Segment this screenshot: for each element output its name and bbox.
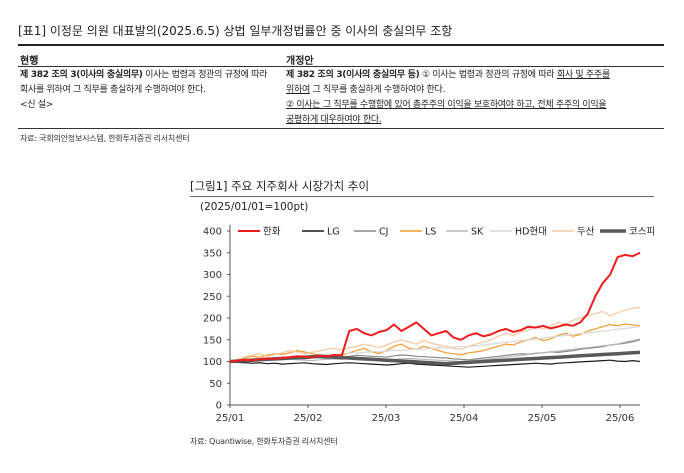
figure-title: [그림1] 주요 지주회사 시장가치 추이 <box>190 179 370 193</box>
current-provision-cell: 제 382 조의 3(이사의 충실의무) 이사는 법령과 정관의 규정에 따라 … <box>20 68 267 113</box>
amended-line-1-underlined: 회사 및 주주를 <box>556 70 610 80</box>
series-line-4 <box>229 338 641 363</box>
current-line-2: 회사를 위하여 그 직무를 충실하게 수행하여야 한다. <box>20 85 206 95</box>
amended-line-2-underlined: 위하여 <box>286 85 310 95</box>
chart-series-group <box>229 251 641 368</box>
amended-line-3-underlined: ② 이사는 그 직무를 수행함에 있어 총주주의 이익을 보호하여야 하고, 전… <box>286 100 607 110</box>
y-tick-label: 200 <box>203 314 222 325</box>
table-title: [표1] 이정문 의원 대표발의(2025.6.5) 상법 일부개정법률안 중 … <box>18 24 453 38</box>
current-line-1: 이사는 법령과 정관의 규정에 따라 <box>142 70 268 80</box>
y-axis: 0 50 100 150 200 250 300 350 400 <box>203 225 231 412</box>
current-article-heading: 제 382 조의 3(이사의 충실의무) <box>20 70 143 80</box>
legend-label: LS <box>425 227 436 238</box>
figure-subtitle: (2025/01/01=100pt) <box>200 201 309 213</box>
current-line-3: <신 설> <box>20 100 54 110</box>
legend-label: 코스피 <box>629 227 655 238</box>
table-header-rule <box>18 66 664 67</box>
y-tick-label: 300 <box>203 270 222 281</box>
series-line-6 <box>229 306 641 363</box>
amended-line-2-rest: 그 직무를 충실하게 수행하여야 한다. <box>309 85 446 95</box>
y-tick-label: 50 <box>209 379 222 390</box>
table-top-rule <box>18 44 664 46</box>
amended-provision-cell: 제 382 조의 3(이사의 충실의무 등) ① 이사는 법령과 정관의 규정에… <box>286 68 610 128</box>
series-line-3 <box>229 323 641 363</box>
series-line-0 <box>229 251 641 363</box>
figure-source-note: 자료: Quantiwise, 한화투자증권 리서치센터 <box>190 437 338 446</box>
legend-label: HD현대 <box>515 227 547 238</box>
y-tick-label: 0 <box>216 401 222 412</box>
legend-label: LG <box>327 227 340 238</box>
market-value-line-chart: 한화 LG CJ LS SK HD현대 두산 코스피 0 50 100 150 200 250 300 35… <box>203 225 655 424</box>
figure-title-rule <box>190 196 654 197</box>
x-tick-label: 25/04 <box>450 413 479 424</box>
table-bottom-rule <box>18 128 664 129</box>
legend-label: CJ <box>379 227 388 238</box>
legend-label: SK <box>471 227 484 238</box>
x-tick-label: 25/06 <box>606 413 635 424</box>
amended-article-heading: 제 382 조의 3(이사의 충실의무 등) <box>286 70 420 80</box>
series-line-7 <box>229 350 641 366</box>
y-tick-label: 400 <box>203 227 222 238</box>
column-header-amendment: 개정안 <box>286 56 314 67</box>
amended-line-4-underlined: 공평하게 대우하여야 한다. <box>286 115 382 125</box>
x-tick-label: 25/01 <box>216 413 245 424</box>
x-tick-label: 25/03 <box>372 413 401 424</box>
y-tick-label: 250 <box>203 292 222 303</box>
series-line-1 <box>229 359 641 368</box>
legend-label: 두산 <box>577 227 595 238</box>
x-tick-label: 25/02 <box>294 413 323 424</box>
y-tick-label: 100 <box>203 357 222 368</box>
legend-label: 한화 <box>263 227 281 238</box>
x-axis: 25/01 25/02 25/03 25/04 25/05 25/06 <box>216 404 640 424</box>
x-tick-label: 25/05 <box>528 413 557 424</box>
y-tick-label: 350 <box>203 248 222 259</box>
amended-line-1a: ① 이사는 법령과 정관의 규정에 따라 <box>419 70 557 80</box>
column-header-current: 현행 <box>20 56 39 67</box>
chart-legend: 한화 LG CJ LS SK HD현대 두산 코스피 <box>238 227 655 238</box>
table-source-note: 자료: 국회의안정보시스템, 한화투자증권 리서치센터 <box>20 134 190 143</box>
y-tick-label: 150 <box>203 335 222 346</box>
